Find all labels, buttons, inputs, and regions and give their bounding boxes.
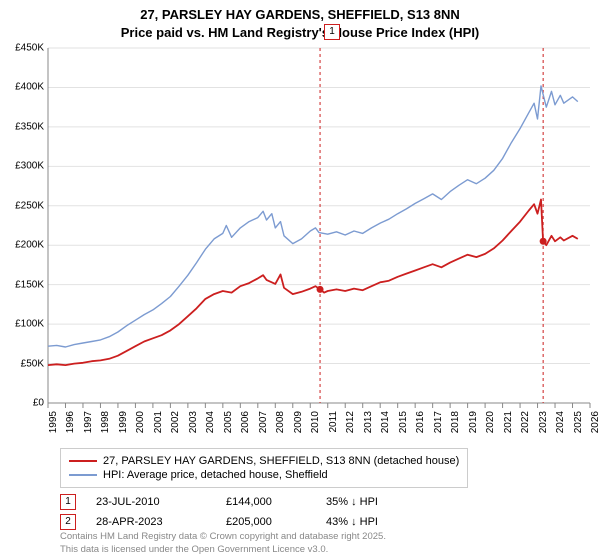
x-tick-label: 2016 [415,411,426,451]
legend-label-hpi: HPI: Average price, detached house, Shef… [103,469,328,481]
x-tick-label: 2020 [485,411,496,451]
marker-box-1: 1 [60,494,76,510]
x-tick-label: 2025 [573,411,584,451]
marker-box-2: 2 [60,514,76,530]
marker-row-2: 2 28-APR-2023£205,00043% ↓ HPI [60,514,436,530]
y-tick-label: £250K [4,200,44,211]
x-tick-label: 2024 [555,411,566,451]
x-tick-label: 1995 [48,411,59,451]
x-tick-label: 2021 [503,411,514,451]
x-tick-label: 2022 [520,411,531,451]
x-tick-label: 2017 [433,411,444,451]
x-tick-label: 2004 [205,411,216,451]
attribution-line-2: This data is licensed under the Open Gov… [60,544,386,556]
y-tick-label: £400K [4,82,44,93]
x-tick-label: 1997 [83,411,94,451]
marker-delta: 43% ↓ HPI [326,516,436,528]
x-tick-label: 2007 [258,411,269,451]
x-tick-label: 2012 [345,411,356,451]
x-tick-label: 2005 [223,411,234,451]
attribution-line-1: Contains HM Land Registry data © Crown c… [60,531,386,543]
marker-row-1: 1 23-JUL-2010£144,00035% ↓ HPI [60,494,436,510]
y-tick-label: £0 [4,398,44,409]
marker-price: £144,000 [226,496,326,508]
x-tick-label: 2000 [135,411,146,451]
legend-item-price-paid: 27, PARSLEY HAY GARDENS, SHEFFIELD, S13 … [69,455,459,467]
x-tick-label: 1999 [118,411,129,451]
y-tick-label: £150K [4,279,44,290]
x-tick-label: 2009 [293,411,304,451]
x-tick-label: 2001 [153,411,164,451]
legend-label-price-paid: 27, PARSLEY HAY GARDENS, SHEFFIELD, S13 … [103,455,459,467]
x-tick-label: 1998 [100,411,111,451]
legend-item-hpi: HPI: Average price, detached house, Shef… [69,469,459,481]
title-line-1: 27, PARSLEY HAY GARDENS, SHEFFIELD, S13 … [0,6,600,24]
x-tick-label: 2015 [398,411,409,451]
marker-date: 28-APR-2023 [96,516,226,528]
y-tick-label: £200K [4,240,44,251]
legend: 27, PARSLEY HAY GARDENS, SHEFFIELD, S13 … [60,448,468,488]
legend-swatch-hpi [69,474,97,476]
markers-table: 1 23-JUL-2010£144,00035% ↓ HPI 2 28-APR-202… [60,494,436,534]
marker-delta: 35% ↓ HPI [326,496,436,508]
marker-date: 23-JUL-2010 [96,496,226,508]
y-tick-label: £300K [4,161,44,172]
y-tick-label: £100K [4,319,44,330]
x-tick-label: 2003 [188,411,199,451]
chart-title: 27, PARSLEY HAY GARDENS, SHEFFIELD, S13 … [0,0,600,42]
x-tick-label: 2019 [468,411,479,451]
y-tick-label: £350K [4,121,44,132]
chart-marker-1: 1 [324,24,340,40]
x-tick-label: 2018 [450,411,461,451]
x-tick-label: 2023 [538,411,549,451]
x-tick-label: 2014 [380,411,391,451]
legend-swatch-price-paid [69,460,97,463]
marker-price: £205,000 [226,516,326,528]
plot-area: £0£50K£100K£150K£200K£250K£300K£350K£400… [48,48,590,403]
y-tick-label: £50K [4,358,44,369]
x-tick-label: 2006 [240,411,251,451]
x-tick-label: 2026 [590,411,600,451]
x-tick-label: 2002 [170,411,181,451]
x-tick-label: 1996 [65,411,76,451]
x-tick-label: 2010 [310,411,321,451]
x-tick-label: 2008 [275,411,286,451]
chart-container: 27, PARSLEY HAY GARDENS, SHEFFIELD, S13 … [0,0,600,560]
y-tick-label: £450K [4,43,44,54]
x-tick-label: 2013 [363,411,374,451]
title-line-2: Price paid vs. HM Land Registry's House … [0,24,600,42]
x-tick-label: 2011 [328,411,339,451]
attribution: Contains HM Land Registry data © Crown c… [60,531,386,556]
